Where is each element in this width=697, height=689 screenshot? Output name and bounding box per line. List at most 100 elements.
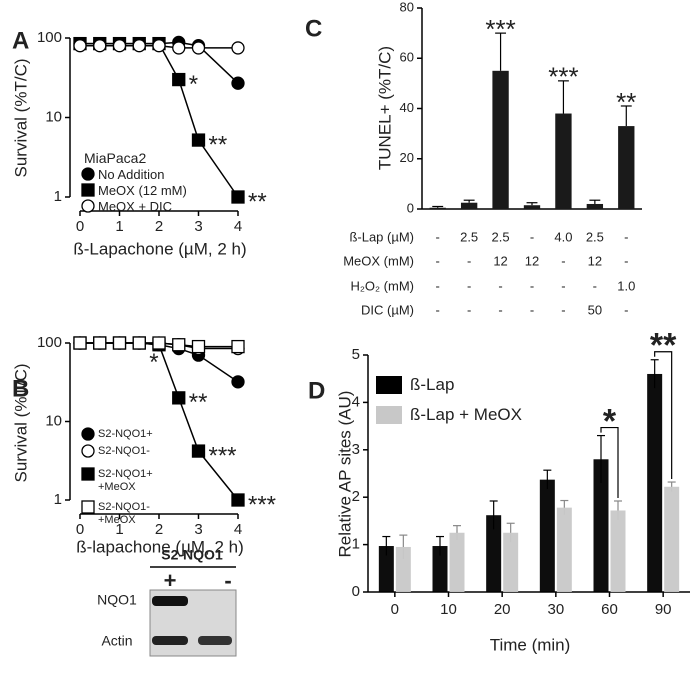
- marker: [191, 444, 206, 458]
- condition-cell: 2.5: [492, 229, 510, 244]
- marker: [172, 41, 186, 55]
- marker: [81, 167, 95, 181]
- x-tick-label: 2: [155, 218, 163, 235]
- significance-mark: **: [616, 87, 636, 117]
- legend-label: S2-NQO1+ +MeOX: [98, 467, 153, 493]
- significance-mark: ***: [548, 62, 578, 92]
- condition-cell: 12: [493, 253, 507, 268]
- bar: [610, 510, 626, 592]
- marker: [73, 39, 87, 53]
- x-tick-label: 3: [194, 521, 202, 538]
- condition-cell: -: [436, 229, 440, 244]
- condition-cell: 1.0: [617, 278, 635, 293]
- legend-label: ß-Lap: [410, 375, 455, 394]
- y-axis-label: Survival (%T/C): [11, 363, 30, 482]
- y-tick-label: 1: [352, 536, 360, 553]
- marker: [93, 39, 107, 53]
- marker: [112, 39, 127, 53]
- y-tick-label: 100: [37, 29, 62, 46]
- marker: [231, 41, 245, 55]
- condition-cell: 2.5: [586, 229, 604, 244]
- condition-cell: 50: [588, 302, 602, 317]
- y-tick-label: 20: [400, 150, 414, 165]
- y-tick-label: 40: [400, 100, 414, 115]
- legend-label: ß-Lap + MeOX: [410, 405, 522, 424]
- x-tick-label: 1: [115, 218, 123, 235]
- condition-cell: -: [530, 278, 534, 293]
- bar: [449, 532, 465, 592]
- condition-cell: -: [498, 278, 502, 293]
- legend-label: MeOX + DIC: [98, 198, 173, 214]
- marker: [231, 339, 245, 354]
- bar: [429, 207, 446, 209]
- significance-mark: ***: [485, 14, 515, 44]
- panel-letter: B: [12, 375, 29, 402]
- y-axis-label: TUNEL+ (%T/C): [375, 46, 394, 170]
- x-tick-label: 1: [115, 521, 123, 538]
- condition-label: ß-Lap (µM): [349, 229, 414, 244]
- bar: [539, 479, 555, 592]
- marker: [81, 427, 95, 441]
- condition-cell: -: [467, 302, 471, 317]
- marker: [152, 336, 166, 350]
- lane-label: -: [224, 568, 231, 593]
- marker: [132, 39, 146, 53]
- significance-mark: **: [248, 188, 267, 215]
- condition-cell: -: [498, 302, 502, 317]
- bar: [586, 203, 604, 209]
- marker: [81, 500, 95, 514]
- condition-cell: -: [436, 253, 440, 268]
- condition-cell: -: [530, 302, 534, 317]
- condition-cell: -: [624, 229, 628, 244]
- y-axis-label: Relative AP sites (AU): [335, 391, 354, 558]
- condition-cell: -: [593, 278, 597, 293]
- significance-bracket: [654, 351, 673, 480]
- bar: [378, 546, 394, 592]
- marker: [231, 375, 245, 389]
- y-axis-label: Survival (%T/C): [11, 58, 30, 177]
- bar: [486, 515, 502, 592]
- x-tick-label: 4: [234, 521, 242, 538]
- blot-band: [198, 636, 232, 645]
- y-tick-label: 100: [37, 334, 62, 351]
- marker: [73, 336, 87, 350]
- y-tick-label: 5: [352, 346, 360, 363]
- bar: [618, 126, 635, 209]
- condition-cell: -: [561, 302, 565, 317]
- marker: [172, 338, 186, 352]
- bar: [395, 546, 411, 592]
- y-tick-label: 10: [45, 108, 62, 125]
- significance-bracket: [600, 426, 619, 498]
- marker: [191, 133, 206, 147]
- significance-mark: *: [149, 349, 158, 376]
- condition-cell: -: [624, 253, 628, 268]
- x-tick-label: 0: [76, 218, 84, 235]
- condition-cell: -: [561, 253, 565, 268]
- marker: [231, 76, 245, 90]
- condition-cell: -: [530, 229, 534, 244]
- panel-letter: D: [308, 377, 325, 404]
- x-axis-label: Time (min): [490, 635, 571, 654]
- condition-cell: -: [561, 278, 565, 293]
- condition-cell: -: [436, 278, 440, 293]
- marker: [112, 336, 127, 350]
- marker: [81, 183, 95, 197]
- legend-label: No Addition: [98, 166, 165, 182]
- significance-mark: **: [189, 389, 208, 416]
- condition-cell: 2.5: [460, 229, 478, 244]
- bar: [460, 202, 478, 209]
- condition-cell: -: [467, 253, 471, 268]
- x-tick-label: 10: [440, 601, 457, 618]
- condition-cell: -: [467, 278, 471, 293]
- y-tick-label: 60: [400, 50, 414, 65]
- y-tick-label: 0: [352, 583, 360, 600]
- condition-cell: -: [624, 302, 628, 317]
- significance-mark: **: [650, 327, 677, 365]
- legend-label: S2-NQO1+: [98, 427, 153, 440]
- bar: [432, 546, 448, 592]
- condition-cell: 12: [525, 253, 539, 268]
- x-tick-label: 2: [155, 521, 163, 538]
- blot-row-label: NQO1: [97, 592, 137, 608]
